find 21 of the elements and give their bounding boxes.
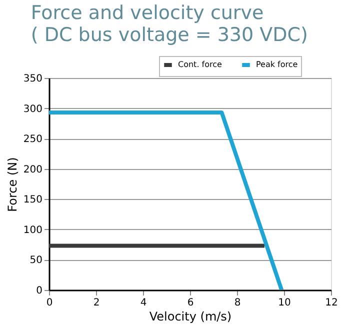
y-tick-label: 0 bbox=[36, 286, 42, 296]
x-tick-label: 12 bbox=[325, 298, 338, 308]
y-tick-label: 100 bbox=[23, 224, 42, 236]
x-tick-label: 4 bbox=[140, 298, 147, 308]
y-axis-title: Force (N) bbox=[5, 157, 20, 212]
y-tick-label: 200 bbox=[23, 164, 42, 176]
chart-title: Force and velocity curve bbox=[30, 2, 264, 24]
x-tick-label: 6 bbox=[187, 298, 194, 308]
y-tick-label: 350 bbox=[23, 74, 42, 84]
y-tick-label: 250 bbox=[23, 134, 42, 146]
x-tick-label: 2 bbox=[93, 298, 100, 308]
x-tick-label: 8 bbox=[234, 298, 241, 308]
x-tick-label: 10 bbox=[278, 298, 291, 308]
y-tick-label: 300 bbox=[23, 104, 42, 115]
x-axis-title: Velocity (m/s) bbox=[149, 310, 232, 324]
x-tick-label: 0 bbox=[46, 298, 53, 308]
legend-label: Cont. force bbox=[178, 60, 222, 69]
chart-subtitle: ( DC bus voltage = 330 VDC) bbox=[30, 24, 308, 46]
y-tick-label: 50 bbox=[30, 255, 42, 266]
legend-label: Peak force bbox=[256, 60, 298, 69]
y-tick-label: 150 bbox=[23, 194, 42, 206]
